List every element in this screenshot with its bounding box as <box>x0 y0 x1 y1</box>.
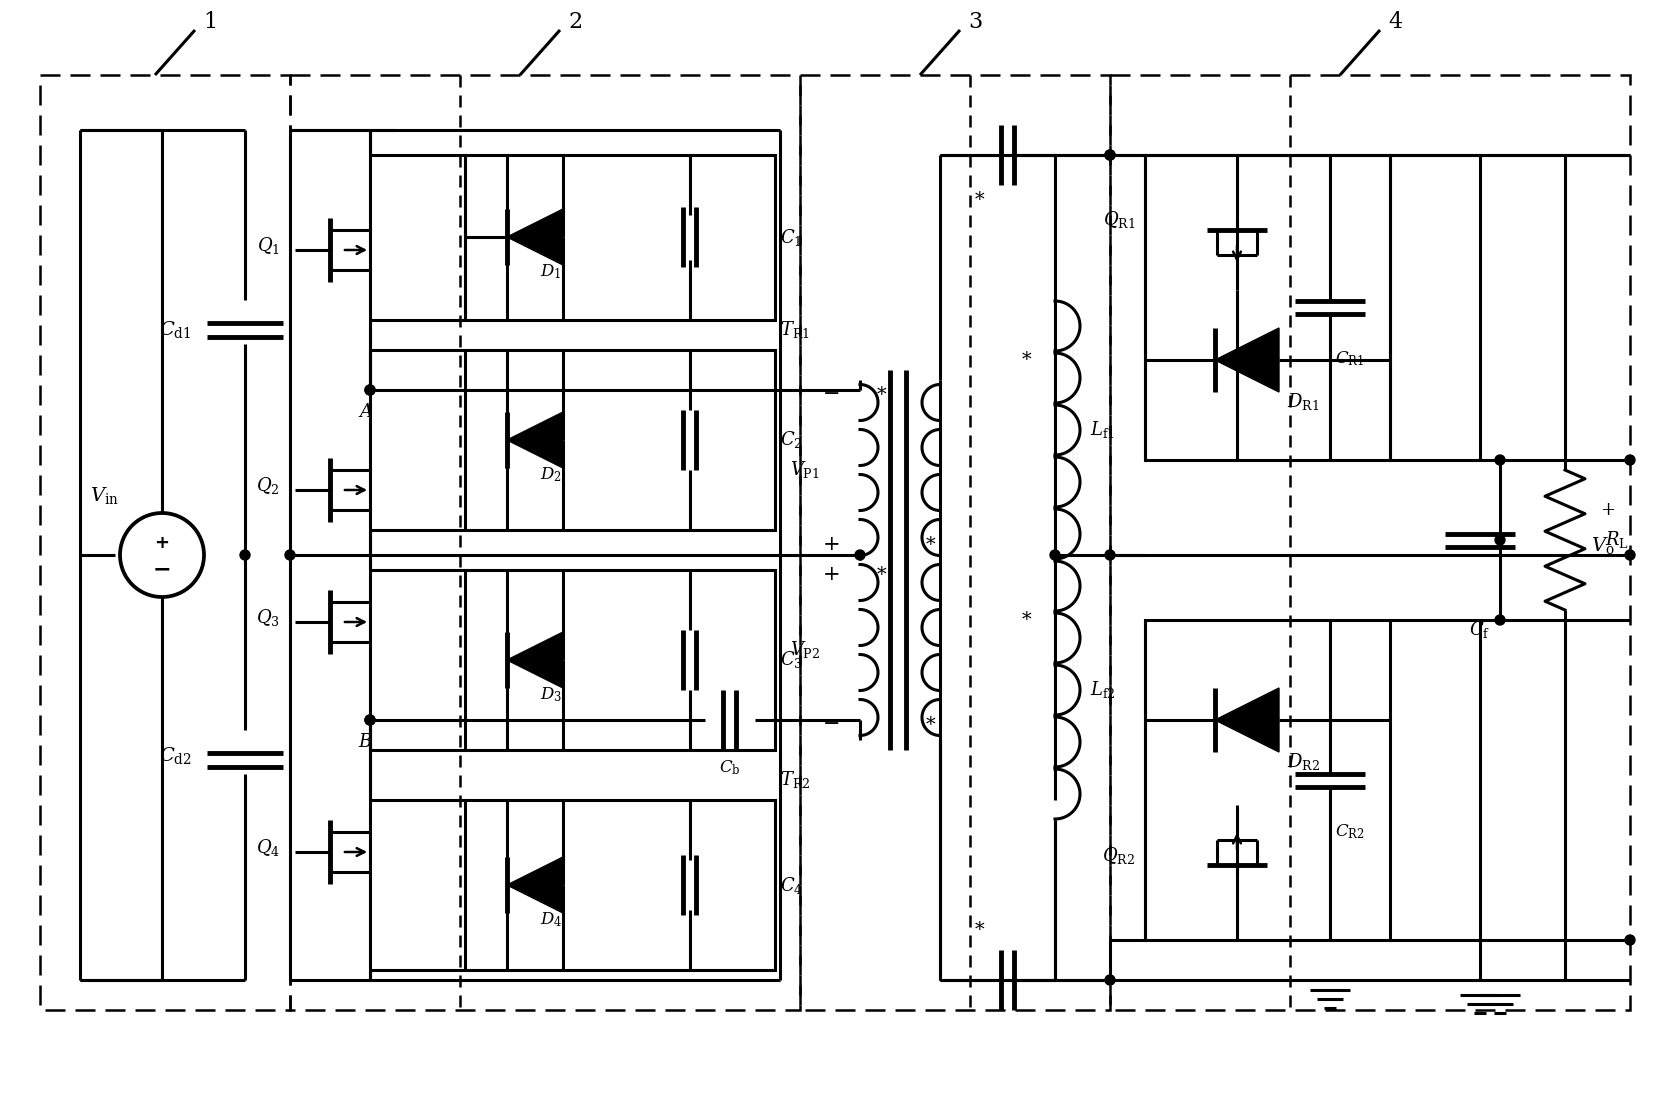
Text: $Q_3$: $Q_3$ <box>257 607 280 628</box>
Text: $C_{\mathrm{R2}}$: $C_{\mathrm{R2}}$ <box>1334 822 1364 841</box>
Bar <box>1145 620 1389 940</box>
Text: $V_{\mathrm{in}}$: $V_{\mathrm{in}}$ <box>90 484 118 505</box>
Text: $D_1$: $D_1$ <box>540 262 561 281</box>
Text: −: − <box>823 385 840 404</box>
Circle shape <box>1494 455 1504 464</box>
Text: $V_{\mathrm{P1}}$: $V_{\mathrm{P1}}$ <box>790 459 820 481</box>
Text: *: * <box>1023 351 1031 369</box>
Text: $D_2$: $D_2$ <box>540 466 561 484</box>
Bar <box>1110 75 1629 1010</box>
Circle shape <box>1105 150 1115 160</box>
Text: $D_4$: $D_4$ <box>540 910 563 929</box>
Text: $Q_{\mathrm{R1}}$: $Q_{\mathrm{R1}}$ <box>1103 210 1135 231</box>
Text: $C_4$: $C_4$ <box>780 874 803 896</box>
Polygon shape <box>506 209 563 265</box>
Text: $L_{\mathrm{f2}}$: $L_{\mathrm{f2}}$ <box>1090 680 1116 701</box>
Text: $C_3$: $C_3$ <box>780 650 803 671</box>
Bar <box>1145 155 1389 460</box>
Text: *: * <box>1023 610 1031 629</box>
Text: $C_{\mathrm{d1}}$: $C_{\mathrm{d1}}$ <box>158 320 192 340</box>
Text: 4: 4 <box>1388 11 1403 33</box>
Polygon shape <box>1215 328 1279 392</box>
Circle shape <box>1494 535 1504 545</box>
Text: $C_{\mathrm{d2}}$: $C_{\mathrm{d2}}$ <box>158 744 192 765</box>
Text: $Q_{\mathrm{R2}}$: $Q_{\mathrm{R2}}$ <box>1101 844 1135 865</box>
Bar <box>465 350 775 530</box>
Circle shape <box>855 550 865 560</box>
Text: +: + <box>823 536 840 554</box>
Text: $C_1$: $C_1$ <box>780 227 801 248</box>
Text: $T_{\mathrm{R2}}$: $T_{\mathrm{R2}}$ <box>780 770 810 791</box>
Text: *: * <box>975 921 985 939</box>
Bar <box>465 155 775 320</box>
Text: $D_3$: $D_3$ <box>540 685 561 704</box>
Circle shape <box>365 385 375 395</box>
Circle shape <box>365 715 375 725</box>
Bar <box>465 800 775 970</box>
Text: −: − <box>823 716 840 735</box>
Text: $A$: $A$ <box>358 403 373 421</box>
Circle shape <box>1624 455 1634 464</box>
Circle shape <box>1105 550 1115 560</box>
Polygon shape <box>506 858 563 914</box>
Text: $C_{\mathrm{f}}$: $C_{\mathrm{f}}$ <box>1469 619 1491 640</box>
Text: *: * <box>878 565 886 584</box>
Polygon shape <box>506 412 563 468</box>
Text: $L_{\mathrm{f1}}$: $L_{\mathrm{f1}}$ <box>1090 419 1115 440</box>
Text: $T_{\mathrm{R1}}$: $T_{\mathrm{R1}}$ <box>780 320 810 340</box>
Text: 1: 1 <box>203 11 217 33</box>
Text: +: + <box>155 534 170 552</box>
Text: +: + <box>823 565 840 584</box>
Circle shape <box>1624 550 1634 560</box>
Text: $D_{\mathrm{R1}}$: $D_{\mathrm{R1}}$ <box>1288 392 1319 413</box>
Circle shape <box>1105 150 1115 160</box>
Circle shape <box>1494 615 1504 625</box>
Text: $C_2$: $C_2$ <box>780 429 803 450</box>
Circle shape <box>240 550 250 560</box>
Circle shape <box>1624 935 1634 945</box>
Text: +: + <box>1599 501 1614 519</box>
Circle shape <box>285 550 295 560</box>
Bar <box>40 75 290 1010</box>
Polygon shape <box>1215 688 1279 752</box>
Text: *: * <box>925 536 935 554</box>
Text: 2: 2 <box>568 11 581 33</box>
Text: 3: 3 <box>968 11 983 33</box>
Text: *: * <box>975 191 985 209</box>
Bar <box>290 75 800 1010</box>
Text: $C_{\mathrm{b}}$: $C_{\mathrm{b}}$ <box>720 759 741 777</box>
Text: $D_{\mathrm{R2}}$: $D_{\mathrm{R2}}$ <box>1288 751 1319 773</box>
Text: $B$: $B$ <box>358 733 373 751</box>
Circle shape <box>365 715 375 725</box>
Text: $Q_4$: $Q_4$ <box>257 838 280 859</box>
Text: $Q_2$: $Q_2$ <box>257 474 280 495</box>
Text: $C_{\mathrm{R1}}$: $C_{\mathrm{R1}}$ <box>1334 349 1364 368</box>
Text: *: * <box>878 386 886 404</box>
Circle shape <box>1105 975 1115 985</box>
Circle shape <box>1050 550 1060 560</box>
Text: $R_{\mathrm{L}}$: $R_{\mathrm{L}}$ <box>1604 529 1629 550</box>
Circle shape <box>365 385 375 395</box>
Text: $V_{\mathrm{o}}$: $V_{\mathrm{o}}$ <box>1591 535 1614 556</box>
Text: $Q_1$: $Q_1$ <box>257 235 280 256</box>
Bar <box>465 570 775 750</box>
Bar <box>800 75 1110 1010</box>
Text: $V_{\mathrm{P2}}$: $V_{\mathrm{P2}}$ <box>790 639 820 661</box>
Text: −: − <box>153 559 172 579</box>
Text: *: * <box>925 716 935 733</box>
Polygon shape <box>506 632 563 688</box>
